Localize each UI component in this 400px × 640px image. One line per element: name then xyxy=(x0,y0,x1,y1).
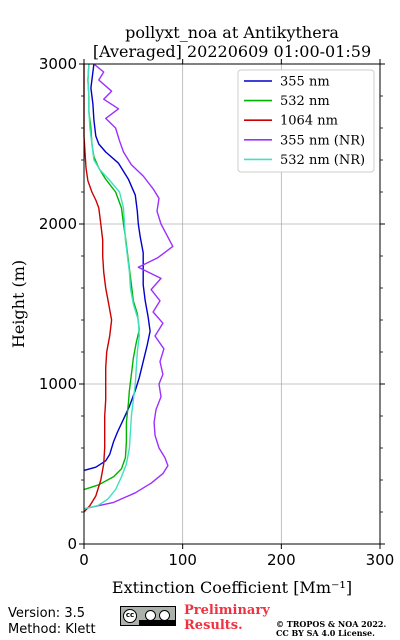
series-line xyxy=(83,64,113,513)
y-tick-label: 1000 xyxy=(39,375,77,393)
extinction-profile-chart: pollyxt_noa at Antikythera [Averaged] 20… xyxy=(9,23,395,597)
cc-logo-icon: cc xyxy=(123,609,137,623)
legend-label: 532 nm xyxy=(280,94,330,109)
plot-frame xyxy=(83,63,381,545)
x-tick-label: 200 xyxy=(267,551,296,569)
legend-label: 355 nm xyxy=(280,75,330,90)
y-tick-label: 0 xyxy=(67,535,77,553)
legend-box xyxy=(237,69,375,173)
legend-label: 355 nm (NR) xyxy=(280,133,365,148)
series-lines xyxy=(83,63,174,513)
x-tick-label: 0 xyxy=(79,551,89,569)
x-axis-label: Extinction Coefficient [Mm⁻¹] xyxy=(112,578,352,597)
copyright-line-2: CC BY SA 4.0 License. xyxy=(276,628,375,638)
x-tick-label: 100 xyxy=(168,551,197,569)
preliminary-line-1: Preliminary xyxy=(184,603,270,618)
preliminary-line-2: Results. xyxy=(184,618,243,633)
method-text: Method: Klett xyxy=(8,622,96,637)
legend-label: 1064 nm xyxy=(280,114,338,129)
copyright-line-1: © TROPOS & NOA 2022. xyxy=(276,619,387,629)
series-line xyxy=(83,63,174,510)
legend: 355 nm 532 nm 1064 nm 355 nm (NR) 532 nm (NR… xyxy=(237,69,375,173)
legend-label: 532 nm (NR) xyxy=(280,153,365,168)
copyright-notice: © TROPOS & NOA 2022. CC BY SA 4.0 Licens… xyxy=(276,620,386,638)
y-axis-label: Height (m) xyxy=(9,260,28,348)
chart-subtitle: [Averaged] 20220609 01:00-01:59 xyxy=(93,42,371,61)
chart-title: pollyxt_noa at Antikythera xyxy=(125,23,339,42)
version-text: Version: 3.5 xyxy=(8,606,85,621)
y-tick-label: 2000 xyxy=(39,215,77,233)
footer-info: Version: 3.5 Method: Klett xyxy=(8,606,96,638)
series-line xyxy=(83,63,141,510)
preliminary-notice: Preliminary Results. xyxy=(184,603,270,633)
series-line xyxy=(83,63,151,472)
y-tick-label: 3000 xyxy=(39,55,77,73)
cc-by-sa-icon: cc xyxy=(120,606,176,626)
x-tick-label: 300 xyxy=(366,551,395,569)
